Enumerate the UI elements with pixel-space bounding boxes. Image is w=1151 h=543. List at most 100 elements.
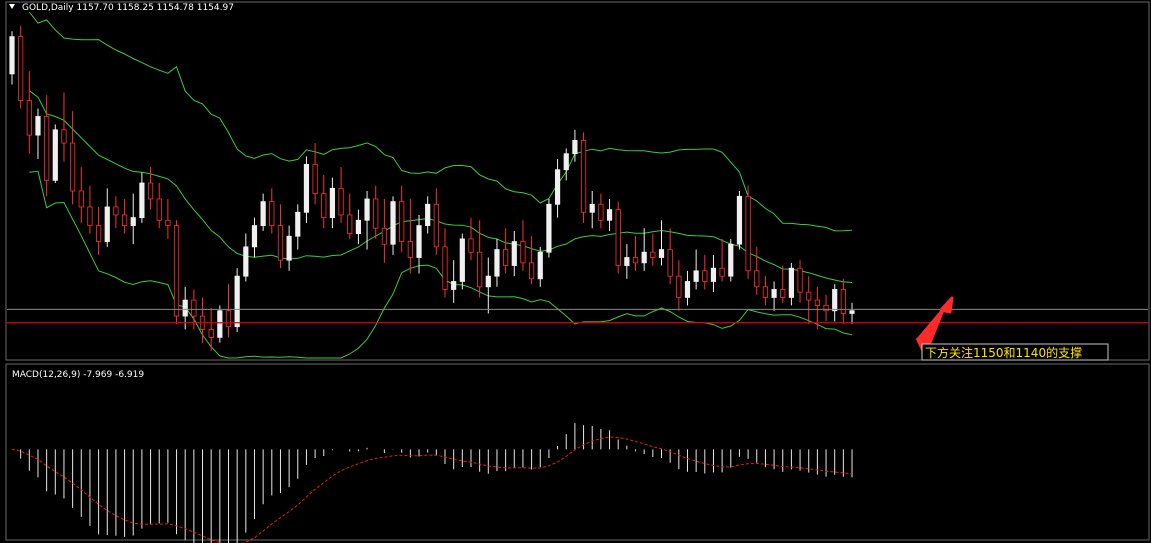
candle-body (243, 246, 249, 277)
candle-body (563, 153, 569, 171)
candle (693, 249, 699, 290)
candle-body (806, 291, 812, 301)
candle-body (546, 203, 552, 253)
candle-body (511, 241, 517, 266)
candle-body (702, 270, 708, 282)
candle (503, 228, 509, 274)
candle (321, 175, 327, 229)
bollinger-lower-band (29, 170, 853, 359)
candle (823, 294, 829, 322)
candle (347, 193, 353, 239)
candle (719, 238, 725, 282)
macd-signal-line (11, 436, 853, 543)
candle (44, 95, 50, 197)
candle-body (381, 227, 387, 245)
symbol-ohlc-header: GOLD,Daily 1157.70 1158.25 1154.78 1154.… (22, 3, 234, 13)
candle-body (399, 201, 405, 242)
candle-body (104, 206, 110, 242)
candle-body (373, 198, 379, 229)
candle-body (78, 190, 84, 208)
candle-body (121, 214, 128, 226)
candle (113, 196, 119, 229)
candle (199, 297, 206, 343)
candle-body (650, 251, 656, 258)
candle-body (771, 289, 777, 298)
candle-body (537, 251, 543, 280)
candle-body (147, 182, 154, 200)
candle-body (598, 203, 604, 221)
candle (312, 143, 318, 205)
candle (520, 220, 526, 271)
candle (477, 220, 483, 298)
candle (468, 217, 474, 261)
candle (390, 196, 396, 255)
bollinger-middle-band (29, 90, 853, 283)
candle (485, 257, 491, 314)
candle (433, 188, 439, 255)
candle (251, 217, 258, 258)
candle (754, 246, 760, 295)
candle-body (580, 140, 587, 213)
candle-body (615, 209, 621, 266)
bollinger-bands (28, 11, 853, 359)
candle (208, 308, 214, 351)
candle-body (52, 129, 58, 181)
candle (364, 190, 370, 250)
candle-body (295, 211, 301, 237)
candle (849, 302, 855, 325)
candle-body (303, 163, 310, 213)
candle (303, 156, 310, 223)
macd-histogram (20, 423, 853, 543)
candle (156, 183, 162, 229)
candle (606, 198, 613, 231)
macd-panel-frame (5, 363, 1150, 541)
candle-body (139, 182, 145, 219)
candle (442, 228, 448, 298)
annotation-label: 下方关注1150和1140的支撑 (925, 345, 1082, 360)
candle-body (529, 262, 535, 280)
candle (745, 185, 751, 279)
candle-body (624, 257, 630, 266)
candle-body (684, 281, 691, 298)
candle (26, 71, 32, 154)
candle-body (312, 163, 318, 195)
candle (459, 233, 465, 290)
candle-body (269, 201, 275, 226)
candle-body (849, 310, 855, 314)
candlestick-series (9, 25, 855, 351)
candle-body (191, 299, 197, 317)
candle-body (459, 238, 465, 282)
candle (87, 185, 93, 234)
candle (139, 172, 145, 223)
candle (407, 198, 413, 274)
candle-body (87, 206, 93, 226)
candle-body (225, 310, 232, 328)
triangle-down-icon[interactable] (9, 4, 15, 9)
candle-body (364, 198, 370, 221)
candle (641, 228, 647, 271)
candle (121, 198, 128, 234)
candle-body (840, 289, 846, 314)
candle-body (451, 281, 457, 290)
candle-body (693, 270, 699, 282)
bollinger-upper-band (28, 11, 853, 232)
candle (70, 111, 76, 205)
candle (416, 214, 422, 274)
candle (771, 281, 777, 311)
candle (580, 132, 587, 223)
candle (425, 196, 431, 234)
candle (511, 230, 517, 277)
candle (546, 198, 552, 258)
candle (797, 260, 803, 303)
candle-body (173, 225, 180, 317)
candle (61, 92, 67, 162)
candle (277, 204, 284, 269)
candle-body (18, 36, 24, 101)
candle (554, 159, 561, 218)
candle-body (728, 243, 734, 277)
candle (658, 220, 665, 266)
candle-body (676, 275, 682, 298)
candle-body (130, 217, 136, 226)
candle-body (754, 270, 760, 288)
